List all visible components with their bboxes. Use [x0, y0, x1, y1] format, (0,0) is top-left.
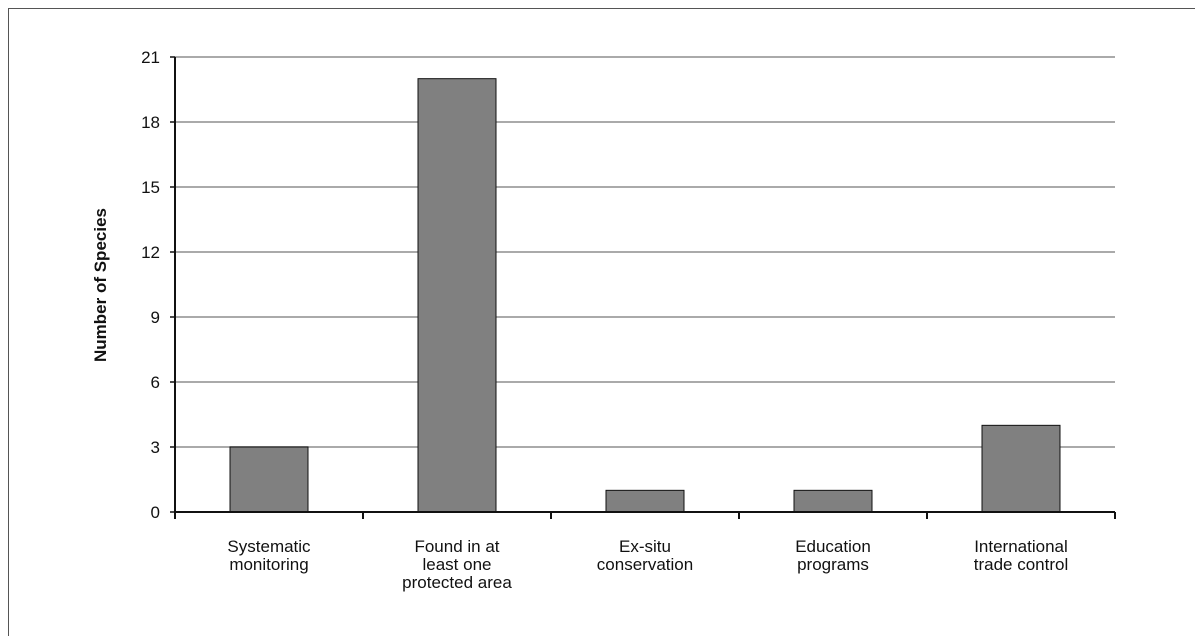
y-tick-label: 9: [151, 308, 160, 327]
bar: [793, 489, 873, 513]
x-category-label: Found in at least one protected area: [402, 537, 512, 592]
y-tick-label: 18: [141, 113, 160, 132]
y-tick-label: 6: [151, 373, 160, 392]
x-category-label-line: least one: [423, 555, 492, 574]
y-tick-label: 3: [151, 438, 160, 457]
y-tick-label: 15: [141, 178, 160, 197]
x-category-label-line: Systematic: [227, 537, 311, 556]
x-category-label: International trade control: [974, 537, 1069, 574]
x-category-label-line: monitoring: [229, 555, 308, 574]
x-category-label-line: Found in at: [414, 537, 499, 556]
chart-frame: [8, 8, 1195, 636]
y-tick-labels: 0 3 6 9 12 15 18 21: [141, 48, 160, 522]
bar: [417, 78, 497, 513]
x-category-label-line: conservation: [597, 555, 693, 574]
bar: [605, 489, 685, 513]
bar: [981, 424, 1061, 513]
x-category-labels: Systematic monitoring Found in at least one…: [227, 537, 1068, 592]
gridlines: [175, 56, 1115, 448]
x-category-label-line: protected area: [402, 573, 512, 592]
x-category-label-line: Education: [795, 537, 871, 556]
x-category-label: Systematic monitoring: [227, 537, 311, 574]
x-category-label-line: Ex-situ: [619, 537, 671, 556]
x-category-label: Ex-situ conservation: [597, 537, 693, 574]
y-axis-label: Number of Species: [91, 208, 110, 362]
y-tick-label: 21: [141, 48, 160, 67]
bars: [229, 78, 1061, 513]
axes: [170, 56, 1116, 519]
bar: [229, 446, 309, 513]
x-category-label: Education programs: [795, 537, 871, 574]
x-category-label-line: International: [974, 537, 1068, 556]
x-category-label-line: trade control: [974, 555, 1069, 574]
y-tick-label: 12: [141, 243, 160, 262]
x-category-label-line: programs: [797, 555, 869, 574]
y-tick-label: 0: [151, 503, 160, 522]
